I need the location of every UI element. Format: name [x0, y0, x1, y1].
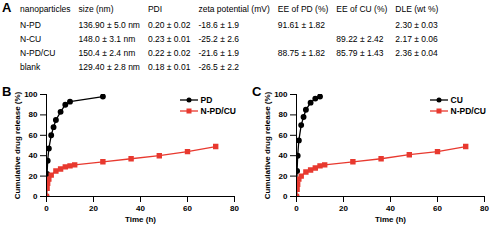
html-text:85.79 ± 1.43: 85.79 ± 1.43 — [336, 48, 384, 58]
html-text:DLE (wt %): DLE (wt %) — [395, 4, 439, 14]
html-text:B: B — [2, 84, 12, 99]
html-text:N-CU: N-CU — [20, 34, 42, 44]
html-text:C: C — [252, 84, 262, 99]
html-text:A: A — [2, 0, 12, 15]
html-text:0.23 ± 0.01: 0.23 ± 0.01 — [147, 34, 191, 44]
svg-text:Cumulative drug release (%): Cumulative drug release (%) — [263, 91, 272, 199]
html-text:2.17 ± 0.06: 2.17 ± 0.06 — [395, 34, 438, 44]
svg-text:40: 40 — [279, 151, 288, 160]
html-text:136.90 ± 5.0 nm: 136.90 ± 5.0 nm — [78, 20, 140, 30]
html-text:2.30 ± 0.03: 2.30 ± 0.03 — [395, 20, 438, 30]
svg-text:0: 0 — [33, 192, 38, 201]
svg-text:40: 40 — [29, 151, 38, 160]
svg-text:60: 60 — [433, 204, 442, 213]
svg-text:100: 100 — [274, 90, 288, 99]
html-text:nanoparticles: nanoparticles — [20, 4, 71, 14]
svg-text:40: 40 — [136, 204, 145, 213]
html-text:148.0 ± 3.1 nm: 148.0 ± 3.1 nm — [78, 34, 136, 44]
html-text:-26.5 ± 2.2: -26.5 ± 2.2 — [198, 62, 239, 72]
svg-text:Time (h): Time (h) — [125, 215, 156, 224]
svg-text:0: 0 — [44, 204, 49, 213]
html-text:PD: PD — [200, 94, 213, 105]
html-text:91.61 ± 1.82: 91.61 ± 1.82 — [277, 20, 325, 30]
svg-text:40: 40 — [386, 204, 395, 213]
svg-text:0: 0 — [294, 204, 299, 213]
svg-text:80: 80 — [279, 110, 288, 119]
html-text:N-PD/CU: N-PD/CU — [450, 105, 486, 116]
html-text:89.22 ± 2.42: 89.22 ± 2.42 — [336, 34, 384, 44]
html-text:EE of CU (%): EE of CU (%) — [336, 4, 388, 14]
svg-text:20: 20 — [339, 204, 348, 213]
html-text:88.75 ± 1.82: 88.75 ± 1.82 — [277, 48, 325, 58]
svg-text:100: 100 — [24, 90, 38, 99]
svg-text:80: 80 — [480, 204, 489, 213]
html-text:-25.2 ± 2.6: -25.2 ± 2.6 — [198, 34, 239, 44]
html-text:129.40 ± 2.8 nm: 129.40 ± 2.8 nm — [78, 62, 140, 72]
html-text:N-PD/CU: N-PD/CU — [20, 48, 56, 58]
html-text:CU: CU — [450, 94, 463, 105]
html-text:N-PD: N-PD — [20, 20, 41, 30]
html-text:150.4 ± 2.4 nm: 150.4 ± 2.4 nm — [78, 48, 136, 58]
svg-text:80: 80 — [29, 110, 38, 119]
html-text:size (nm): size (nm) — [78, 4, 114, 14]
svg-text:0: 0 — [283, 192, 288, 201]
html-text:0.22 ± 0.02: 0.22 ± 0.02 — [147, 48, 191, 58]
html-text:2.36 ± 0.04: 2.36 ± 0.04 — [395, 48, 438, 58]
svg-text:80: 80 — [230, 204, 239, 213]
svg-text:Time (h): Time (h) — [375, 215, 406, 224]
svg-text:60: 60 — [29, 131, 38, 140]
html-text:EE of PD (%): EE of PD (%) — [277, 4, 329, 14]
html-text:0.20 ± 0.02: 0.20 ± 0.02 — [147, 20, 191, 30]
svg-text:60: 60 — [279, 131, 288, 140]
html-text:-18.6 ± 1.9: -18.6 ± 1.9 — [198, 20, 239, 30]
html-text:PDI: PDI — [147, 4, 163, 14]
svg-text:20: 20 — [279, 172, 288, 181]
svg-text:20: 20 — [29, 172, 38, 181]
svg-text:20: 20 — [89, 204, 98, 213]
html-text:-21.6 ± 1.9: -21.6 ± 1.9 — [198, 48, 239, 58]
html-text:blank: blank — [20, 62, 41, 72]
svg-text:Cumulative drug release (%): Cumulative drug release (%) — [13, 91, 22, 199]
svg-text:60: 60 — [183, 204, 192, 213]
html-text:0.18 ± 0.01: 0.18 ± 0.01 — [147, 62, 191, 72]
html-text:N-PD/CU: N-PD/CU — [200, 105, 236, 116]
html-text:zeta potential (mV): zeta potential (mV) — [198, 4, 270, 14]
